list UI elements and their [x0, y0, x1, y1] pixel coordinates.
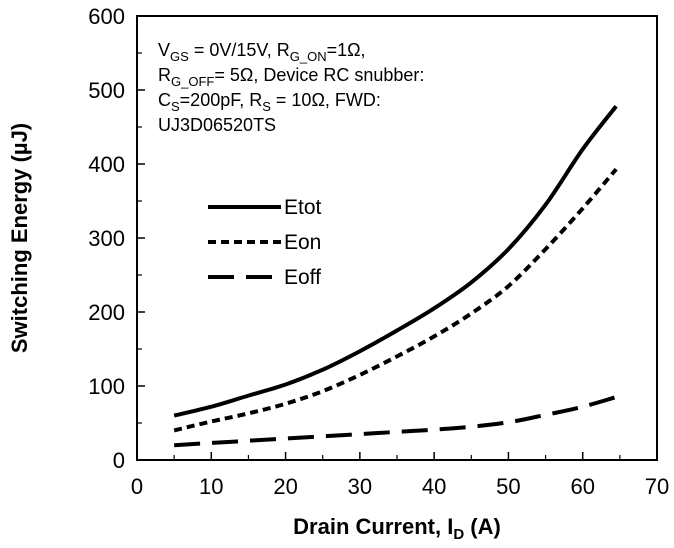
x-tick-label: 40: [422, 474, 446, 499]
y-tick-label: 400: [88, 152, 125, 177]
series-line-eoff: [174, 395, 617, 448]
x-tick-label: 10: [199, 474, 223, 499]
y-axis-title: Switching Energy (µJ): [7, 123, 32, 353]
y-tick-label: 100: [88, 374, 125, 399]
series-line-eon: [173, 167, 618, 433]
legend-label-eoff: Eoff: [284, 266, 321, 289]
x-tick-label: 70: [645, 474, 669, 499]
x-tick-label: 60: [570, 474, 594, 499]
legend-label-eon: Eon: [284, 231, 321, 254]
y-tick-label: 300: [88, 226, 125, 251]
conditions-annotation: VGS = 0V/15V, RG_ON=1Ω, RG_OFF= 5Ω, Devic…: [158, 40, 424, 135]
x-axis-title: Drain Current, ID (A): [293, 514, 501, 543]
y-tick-label: 500: [88, 78, 125, 103]
y-tick-label: 200: [88, 300, 125, 325]
x-tick-label: 30: [348, 474, 372, 499]
series-line-etot: [173, 105, 618, 418]
x-tick-label: 50: [496, 474, 520, 499]
x-tick-label: 0: [131, 474, 143, 499]
y-tick-label: 0: [113, 448, 125, 473]
legend-label-etot: Etot: [284, 196, 322, 219]
x-tick-label: 20: [273, 474, 297, 499]
y-tick-label: 600: [88, 4, 125, 29]
